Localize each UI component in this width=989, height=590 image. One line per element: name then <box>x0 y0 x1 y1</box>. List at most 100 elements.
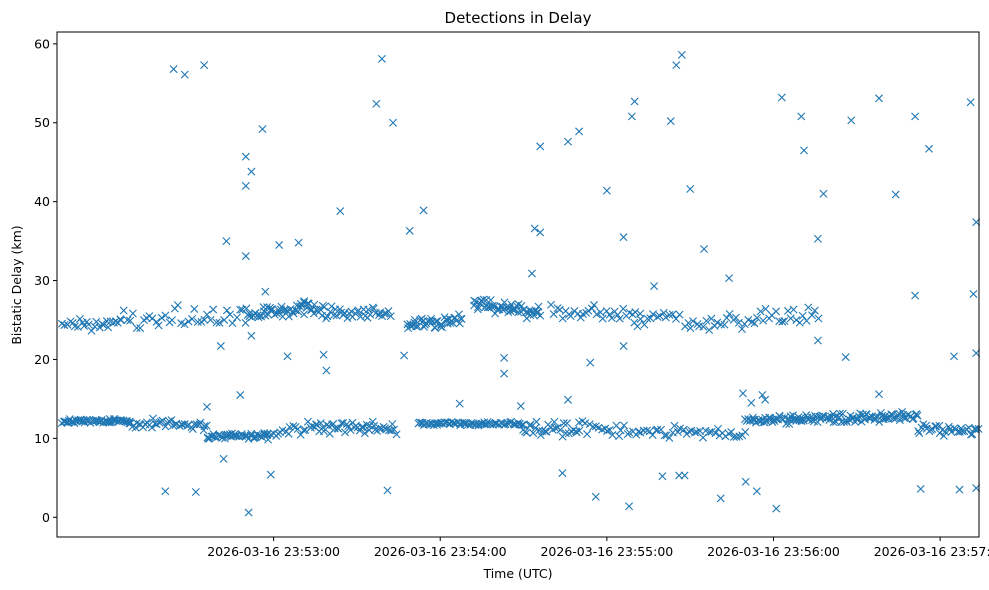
data-point <box>932 422 941 431</box>
data-point <box>192 420 201 429</box>
data-point <box>789 411 797 420</box>
data-point <box>534 302 543 311</box>
data-point <box>939 431 948 440</box>
data-point <box>443 319 452 328</box>
data-point <box>772 307 781 316</box>
x-tick-label: 2026-03-16 23:55:00 <box>540 544 673 559</box>
data-point <box>575 426 584 435</box>
data-point <box>60 321 69 330</box>
data-point <box>80 321 89 330</box>
data-point <box>576 313 585 322</box>
data-point <box>244 508 253 517</box>
data-point <box>454 310 463 319</box>
data-point <box>241 181 250 190</box>
data-point <box>126 316 135 325</box>
data-point <box>716 494 725 503</box>
data-point <box>756 307 765 316</box>
data-point <box>627 112 636 121</box>
data-point <box>384 307 393 316</box>
data-point <box>911 112 920 121</box>
data-point <box>789 305 798 314</box>
data-point <box>717 320 726 329</box>
data-point <box>550 417 559 426</box>
data-point <box>675 310 684 319</box>
data-point <box>447 417 456 426</box>
data-point <box>161 311 170 320</box>
data-point <box>686 324 695 333</box>
data-point <box>813 234 822 243</box>
data-point <box>547 300 556 309</box>
data-point <box>925 144 934 153</box>
data-point <box>301 425 310 434</box>
data-point <box>486 296 495 305</box>
data-point <box>386 312 395 321</box>
data-point <box>228 319 237 328</box>
data-point <box>916 484 925 493</box>
data-point <box>748 413 757 422</box>
data-point <box>136 324 145 333</box>
data-point <box>180 320 189 329</box>
data-point <box>658 472 667 481</box>
data-point <box>195 420 204 429</box>
data-point <box>242 304 251 313</box>
data-point <box>615 314 624 323</box>
data-point <box>200 422 209 431</box>
data-point <box>536 228 545 237</box>
data-point <box>796 414 805 423</box>
data-point <box>650 282 659 291</box>
data-point <box>871 412 880 421</box>
data-point <box>319 350 328 359</box>
data-point <box>148 314 157 323</box>
data-point <box>551 424 560 433</box>
data-point <box>382 425 391 434</box>
data-point <box>819 189 828 198</box>
data-point <box>236 390 245 399</box>
x-axis: 2026-03-16 23:53:00 2026-03-16 23:54:00 20… <box>207 537 989 559</box>
data-point <box>532 309 541 318</box>
data-point <box>750 319 759 328</box>
x-tick-label: 2026-03-16 23:57:00 <box>874 544 989 559</box>
data-point <box>731 313 740 322</box>
data-point <box>425 317 434 326</box>
data-point <box>590 301 599 310</box>
data-point <box>157 313 166 322</box>
data-point <box>388 420 397 429</box>
data-point <box>725 274 734 283</box>
data-point <box>362 420 371 429</box>
data-point <box>587 304 596 313</box>
data-point <box>530 224 539 233</box>
data-point <box>336 207 345 216</box>
data-point <box>670 421 679 430</box>
data-point <box>190 304 199 313</box>
data-point <box>357 423 366 432</box>
data-point <box>559 419 568 428</box>
data-point <box>677 50 686 59</box>
data-point <box>591 492 600 501</box>
data-point <box>522 428 531 437</box>
data-point <box>455 319 464 328</box>
data-point <box>105 418 114 427</box>
data-point <box>158 416 167 425</box>
data-point <box>813 336 822 345</box>
data-point <box>369 304 378 313</box>
data-point <box>911 291 920 300</box>
data-point <box>741 428 750 436</box>
data-point <box>514 308 523 317</box>
data-point <box>881 414 890 423</box>
data-point <box>419 206 428 215</box>
data-point <box>390 425 399 434</box>
data-point <box>971 425 980 434</box>
data-point <box>289 422 298 431</box>
data-point <box>180 70 189 79</box>
data-point <box>555 305 564 314</box>
data-point <box>161 422 170 431</box>
data-point <box>193 317 202 326</box>
data-point <box>504 308 513 317</box>
data-point <box>216 342 225 351</box>
data-point <box>517 301 526 310</box>
data-point <box>558 314 567 323</box>
data-point <box>619 233 628 242</box>
data-point <box>247 167 256 176</box>
data-point <box>516 402 525 411</box>
data-point <box>267 305 276 314</box>
